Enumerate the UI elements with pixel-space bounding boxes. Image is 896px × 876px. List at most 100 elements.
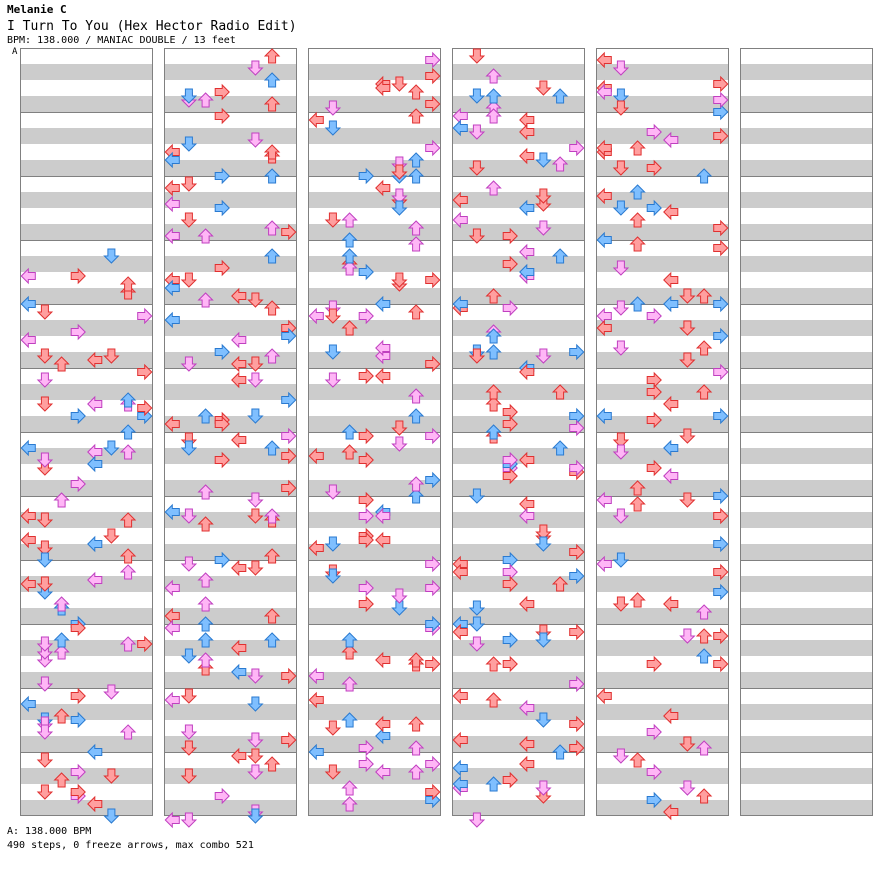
step-arrow-left xyxy=(231,431,247,449)
beat-stripe xyxy=(596,800,729,816)
step-arrow-left xyxy=(308,691,324,709)
beat-stripe xyxy=(20,608,153,624)
step-arrow-up xyxy=(551,248,569,264)
step-arrow-right xyxy=(358,307,374,325)
step-arrow-up xyxy=(485,68,502,84)
step-arrow-down xyxy=(468,48,486,64)
step-arrow-down xyxy=(180,440,198,456)
beat-stripe xyxy=(740,448,873,464)
step-arrow-up xyxy=(119,424,137,440)
step-arrow-down xyxy=(391,272,408,288)
step-arrow-up xyxy=(407,236,425,252)
step-arrow-down xyxy=(612,260,630,276)
step-arrow-right xyxy=(358,531,374,549)
step-arrow-down xyxy=(679,320,696,336)
step-arrow-up xyxy=(407,168,425,184)
step-arrow-up xyxy=(263,48,281,64)
beat-stripe xyxy=(452,320,585,336)
beat-stripe xyxy=(452,736,585,752)
step-arrow-up xyxy=(407,304,425,320)
step-arrow-up xyxy=(485,776,502,792)
step-arrow-up xyxy=(407,408,425,424)
step-arrow-right xyxy=(358,595,374,613)
step-arrow-down xyxy=(391,164,408,180)
step-arrow-down xyxy=(247,60,264,76)
step-arrow-left xyxy=(20,295,36,313)
beat-stripe xyxy=(740,96,873,112)
step-arrow-left xyxy=(87,455,103,473)
step-arrow-up xyxy=(629,212,646,228)
step-arrow-right xyxy=(713,407,729,425)
beat-stripe xyxy=(452,576,585,592)
beat-stripe xyxy=(20,64,153,80)
step-arrow-up xyxy=(53,708,70,724)
step-arrow-left xyxy=(231,331,247,349)
step-arrow-up xyxy=(119,564,137,580)
step-arrow-up xyxy=(629,592,646,608)
step-arrow-down xyxy=(180,740,198,756)
beat-stripe xyxy=(740,192,873,208)
beat-stripe xyxy=(308,704,441,720)
step-arrow-down xyxy=(247,492,264,508)
step-arrow-right xyxy=(713,583,729,601)
step-arrow-down xyxy=(612,340,630,356)
step-arrow-left xyxy=(164,151,180,169)
step-arrow-up xyxy=(197,572,214,588)
beat-stripe xyxy=(20,672,153,688)
beat-stripe xyxy=(308,160,441,176)
beat-stripe xyxy=(740,800,873,816)
step-arrow-up xyxy=(263,548,281,564)
step-arrow-up xyxy=(53,772,70,788)
step-arrow-left xyxy=(20,507,36,525)
step-arrow-up xyxy=(263,220,281,236)
step-arrow-up xyxy=(197,92,214,108)
beat-stripe xyxy=(20,704,153,720)
step-arrow-up xyxy=(197,516,214,532)
beat-stripe xyxy=(740,480,873,496)
measure-column xyxy=(740,48,873,816)
step-arrow-right xyxy=(70,407,86,425)
step-arrow-left xyxy=(231,287,247,305)
beat-stripe xyxy=(20,128,153,144)
beat-stripe xyxy=(596,768,729,784)
beat-stripe xyxy=(308,512,441,528)
column-border xyxy=(740,48,873,816)
step-arrow-right xyxy=(502,575,518,593)
step-arrow-left xyxy=(663,803,679,821)
measure-column xyxy=(308,48,441,816)
beat-stripe xyxy=(308,288,441,304)
beat-stripe xyxy=(20,256,153,272)
step-arrow-down xyxy=(247,292,264,308)
step-arrow-down xyxy=(180,724,198,740)
step-arrow-down xyxy=(612,552,630,568)
bpm-marker-label: A xyxy=(12,47,18,57)
step-arrow-left xyxy=(231,355,247,373)
step-arrow-down xyxy=(247,668,264,684)
beat-stripe xyxy=(740,640,873,656)
step-arrow-left xyxy=(663,271,679,289)
beat-stripe xyxy=(596,480,729,496)
step-arrow-right xyxy=(358,451,374,469)
step-arrow-down xyxy=(180,272,198,288)
step-arrow-down xyxy=(679,492,696,508)
step-arrow-left xyxy=(375,79,391,97)
beat-stripe xyxy=(452,64,585,80)
step-arrow-up xyxy=(119,724,137,740)
step-arrow-left xyxy=(231,747,247,765)
beat-stripe xyxy=(452,544,585,560)
beat-stripe xyxy=(596,416,729,432)
beat-stripe xyxy=(740,224,873,240)
beat-stripe xyxy=(308,800,441,816)
step-arrow-right xyxy=(569,543,585,561)
step-arrow-down xyxy=(535,188,552,204)
step-arrow-left xyxy=(596,407,612,425)
beat-stripe xyxy=(308,192,441,208)
column-border xyxy=(164,48,297,816)
step-arrow-right xyxy=(425,555,441,573)
step-arrow-down xyxy=(679,736,696,752)
step-arrow-right xyxy=(358,739,374,757)
beat-stripe xyxy=(164,224,297,240)
step-arrow-down xyxy=(36,636,54,652)
beat-stripe xyxy=(596,640,729,656)
